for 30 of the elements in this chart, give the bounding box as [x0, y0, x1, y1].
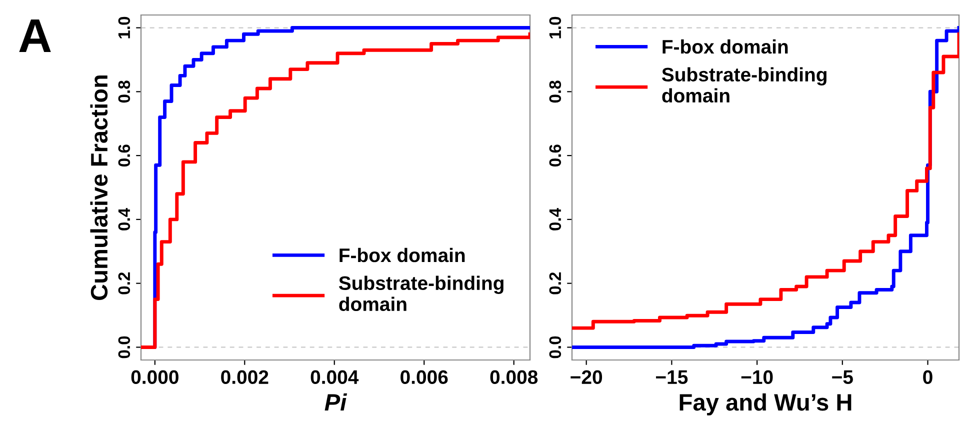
x-tick-label: 0.008 — [490, 370, 538, 384]
text: A — [19, 20, 51, 52]
y-tick-label: 0.4 — [118, 208, 130, 230]
y-tick-label: 0.4 — [549, 208, 562, 230]
x-tick-label: −15 — [656, 370, 688, 384]
y-tick-label: 0.2 — [118, 272, 130, 294]
legend-label: F-box domain — [340, 248, 465, 262]
legend-label: Substrate-binding domain — [662, 67, 826, 103]
y-tick-label: 0.8 — [549, 80, 562, 103]
y-tick-label: 0.2 — [549, 272, 562, 294]
y-tick-label: 0.6 — [118, 144, 130, 166]
y-tick-label: 0.6 — [549, 144, 562, 166]
x-tick-label: 0 — [923, 370, 932, 384]
y-tick-label: 0.8 — [118, 80, 130, 103]
x-tick-label: 0.004 — [310, 370, 359, 384]
y-tick-label: 1.0 — [549, 16, 562, 38]
x-tick-label: 0.006 — [400, 370, 448, 384]
x-axis-title: Fay and Wu’s H — [680, 393, 852, 416]
y-tick-label: 1.0 — [118, 16, 130, 38]
legend-label: F-box domain — [662, 39, 788, 54]
legend-label: Substrate-binding domain — [338, 276, 504, 312]
x-tick-label: −5 — [832, 370, 853, 384]
x-axis-title: Pi — [324, 393, 348, 411]
y-axis-title: Cumulative Fraction — [90, 75, 108, 300]
x-tick-label: 0.000 — [131, 370, 178, 384]
y-tick-label: 0.0 — [549, 336, 562, 358]
x-tick-label: 0.002 — [221, 370, 268, 384]
x-tick-label: −20 — [570, 370, 602, 384]
x-tick-label: −10 — [741, 370, 773, 384]
y-tick-label: 0.0 — [118, 336, 130, 358]
